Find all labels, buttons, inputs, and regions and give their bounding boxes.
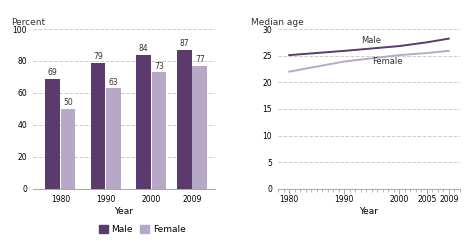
Bar (46, 79, 60, 189)
Text: Male: Male (361, 36, 381, 45)
Bar (106, 88, 121, 189)
Legend: Male, Female: Male, Female (95, 221, 189, 237)
Text: Percent: Percent (11, 18, 46, 27)
Text: 77: 77 (195, 55, 205, 64)
Text: Female: Female (372, 57, 402, 66)
Bar (192, 66, 207, 189)
X-axis label: Year: Year (114, 207, 134, 216)
Bar (61, 109, 75, 189)
Text: 73: 73 (154, 61, 164, 71)
Bar (91, 63, 105, 189)
Text: 63: 63 (109, 77, 118, 87)
Bar (177, 50, 191, 189)
Text: 87: 87 (180, 39, 189, 48)
Bar (152, 72, 166, 189)
X-axis label: Year: Year (359, 207, 379, 216)
Text: 84: 84 (139, 44, 148, 53)
Text: 79: 79 (93, 52, 103, 61)
Bar (136, 55, 151, 189)
Text: 50: 50 (63, 98, 73, 107)
Text: Median age: Median age (251, 18, 304, 27)
Text: 69: 69 (48, 68, 57, 77)
